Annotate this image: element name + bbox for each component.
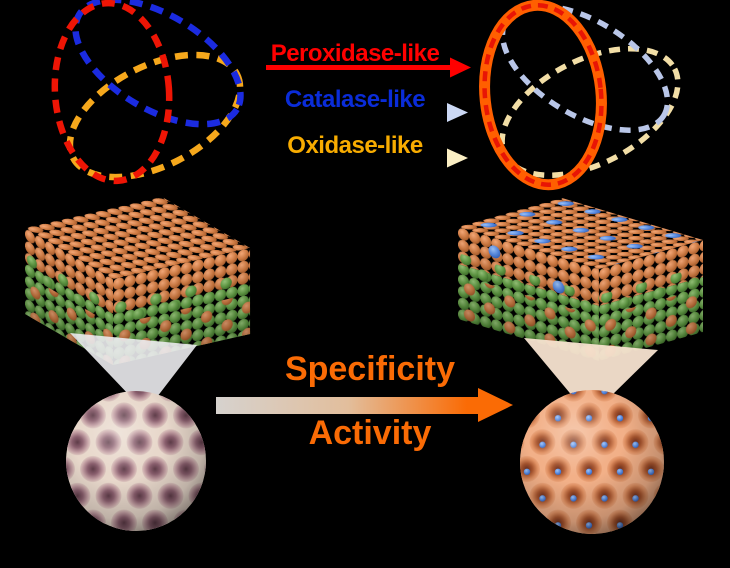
oxidase-arrowhead	[447, 148, 468, 168]
venn-diagram-enhanced	[479, 0, 681, 191]
mesoporous-nanosphere-left	[66, 391, 206, 531]
activity-label: Activity	[308, 414, 432, 452]
nanocrystal-slab-right	[458, 198, 704, 361]
catalase-label: Catalase-like	[284, 86, 426, 113]
dopant-atoms-overlay	[458, 198, 703, 269]
slab-right-right-face	[599, 240, 704, 361]
peroxidase-arrowhead	[450, 57, 471, 78]
peroxidase-arrow	[266, 57, 471, 78]
zoom-beam-left	[70, 333, 197, 397]
enhanced-peroxidase-ring-dashes	[482, 3, 604, 187]
slab-left-top-face	[25, 196, 251, 279]
oxidase-arrow	[263, 148, 468, 168]
mesoporous-nanosphere-right	[520, 390, 664, 534]
catalase-arrow	[266, 103, 468, 122]
specificity-activity-arrowhead	[478, 388, 513, 422]
catalase-arrowhead	[447, 103, 468, 122]
specificity-activity-arrow	[216, 388, 513, 422]
catalase-ellipse	[72, 0, 244, 128]
oxidase-label: Oxidase-like	[287, 132, 423, 159]
specificity-label: Specificity	[284, 350, 456, 388]
venn-diagram-initial	[51, 0, 244, 185]
peroxidase-label: Peroxidase-like	[270, 40, 440, 67]
slab-right-top-face	[458, 198, 703, 269]
faded-catalase-ellipse	[499, 3, 671, 133]
zoom-beam-right	[524, 338, 658, 398]
slab-right-left-face	[458, 227, 599, 361]
peroxidase-ellipse	[51, 0, 173, 185]
